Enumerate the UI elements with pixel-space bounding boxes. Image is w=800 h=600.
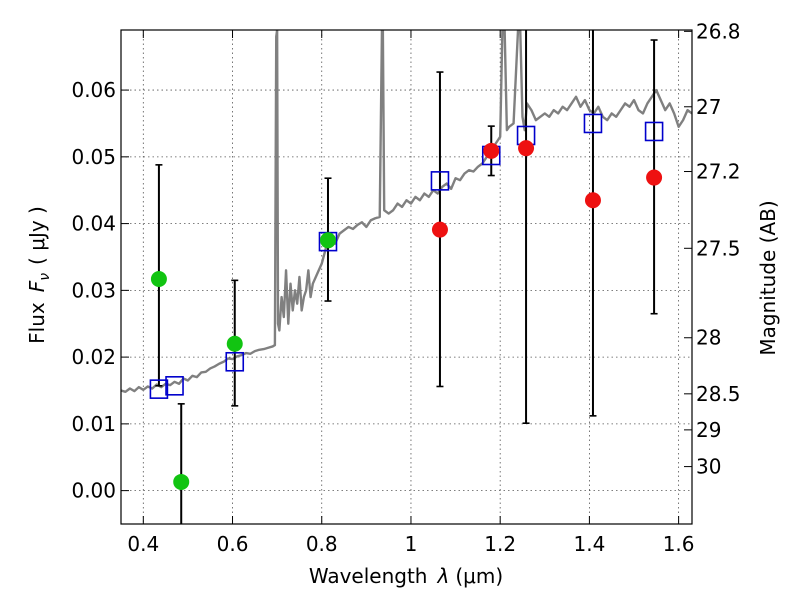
- plot-frame: [120, 29, 693, 525]
- y-axis-label-symbol: F: [25, 280, 49, 292]
- y-axis-label: Flux Fν ( μJy ): [25, 206, 53, 344]
- magnitude-tick-label: 27.5: [696, 236, 741, 260]
- magnitude-tick-label: 30: [696, 455, 721, 479]
- red-data-point: [431, 221, 448, 238]
- red-data-point: [518, 140, 535, 157]
- green-data-point: [226, 335, 243, 352]
- y-axis-label-unit: ( μJy ): [25, 206, 49, 265]
- x-tick-label: 1.6: [663, 532, 695, 556]
- axis-ticks: 0.4 0.6 0.8 1 1.2 1.4 1.6 0.00 0.01 0.02 0.03 0.04 0…: [71, 19, 740, 556]
- magnitude-tick-label: 28.5: [696, 382, 741, 406]
- red-data-point: [646, 169, 663, 186]
- error-bars: [155, 30, 658, 524]
- x-tick-label: 0.6: [217, 532, 249, 556]
- x-tick-label: 0.8: [306, 532, 338, 556]
- y-tick-label: 0.00: [71, 479, 116, 503]
- y-tick-label: 0.03: [71, 278, 116, 302]
- x-tick-label: 1: [405, 532, 418, 556]
- magnitude-tick-label: 27: [696, 95, 721, 119]
- y-tick-label: 0.05: [71, 145, 116, 169]
- magnitude-tick-label: 26.8: [696, 19, 741, 43]
- magnitude-tick-label: 28: [696, 326, 721, 350]
- green-data-point: [150, 271, 167, 288]
- magnitude-tick-label: 27.2: [696, 160, 741, 184]
- x-tick-label: 1.2: [484, 532, 516, 556]
- model-square-marker: [583, 113, 603, 134]
- y-tick-label: 0.04: [71, 212, 116, 236]
- model-spectrum: [121, 30, 692, 394]
- y-axis-label-subscript: ν: [37, 273, 53, 281]
- magnitude-tick-label: 29: [696, 418, 721, 442]
- green-data-point: [319, 232, 336, 249]
- x-tick-label: 1.4: [573, 532, 605, 556]
- green-data-point: [173, 473, 190, 490]
- x-axis-label: Wavelength λ (μm): [309, 564, 503, 588]
- y-tick-label: 0.01: [71, 412, 116, 436]
- y-tick-label: 0.06: [71, 78, 116, 102]
- x-axis-label-text: Wavelength: [309, 564, 428, 588]
- grid: [121, 30, 692, 524]
- model-square-marker: [225, 351, 245, 372]
- model-square-marker: [644, 121, 664, 142]
- spectrum-line: [121, 30, 692, 394]
- red-data-point: [584, 192, 601, 209]
- model-square-marker: [430, 171, 450, 191]
- model-square-marker: [149, 379, 169, 399]
- model-square-marker: [165, 376, 184, 396]
- red-data-point: [483, 142, 500, 159]
- y-tick-label: 0.02: [71, 345, 116, 369]
- y-axis-label-text: Flux: [25, 302, 49, 344]
- x-axis-label-unit: (μm): [455, 564, 503, 588]
- magnitude-axis-label: Magnitude (AB): [756, 200, 780, 355]
- photometry-markers: [149, 113, 664, 490]
- x-axis-label-symbol: λ: [437, 564, 450, 588]
- x-tick-label: 0.4: [127, 532, 159, 556]
